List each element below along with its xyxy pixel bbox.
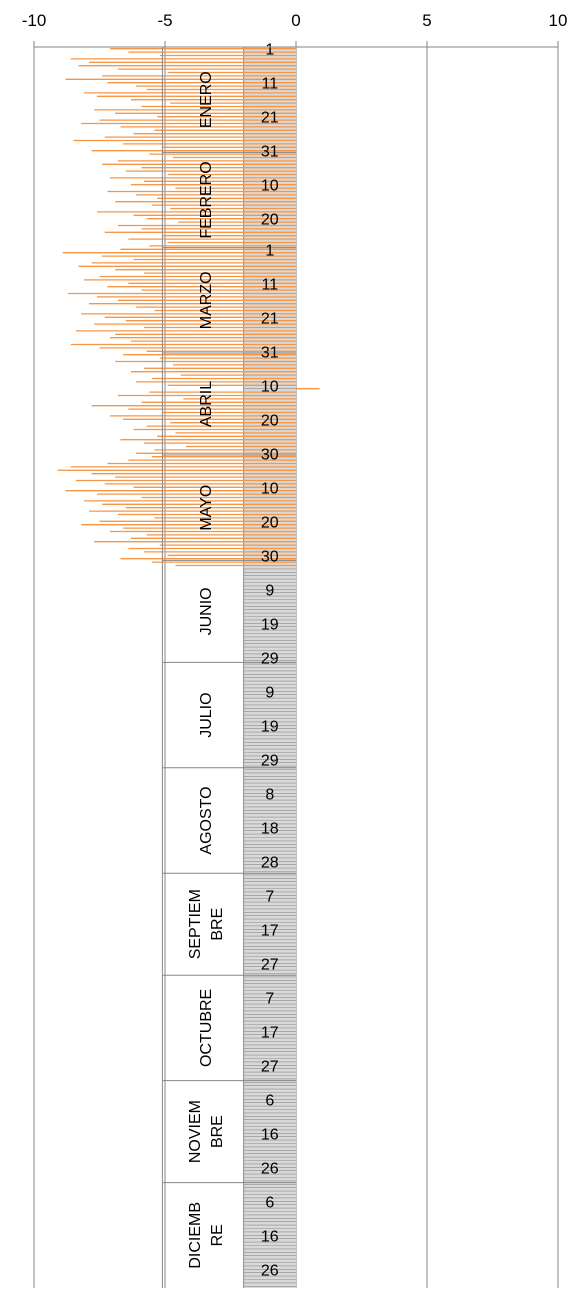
day-label: 9	[265, 684, 274, 701]
day-label: 19	[261, 616, 279, 633]
day-label: 18	[261, 820, 279, 837]
month-label: DICIEMB RE	[187, 1202, 226, 1269]
day-label: 8	[265, 786, 274, 803]
day-label: 30	[261, 446, 279, 463]
bars	[57, 48, 320, 567]
day-label: 6	[265, 1194, 274, 1211]
day-label: 26	[261, 1160, 279, 1177]
month-label: SEPTIEM BRE	[187, 889, 226, 959]
day-label: 20	[261, 412, 279, 429]
x-axis-ticks: -10 -5 0 5 10	[22, 11, 568, 48]
month-label: ABRIL	[198, 381, 215, 427]
day-label: 20	[261, 514, 279, 531]
month-label: JULIO	[198, 692, 215, 737]
day-label: 31	[261, 144, 279, 161]
x-tick-label: 10	[549, 11, 568, 30]
month-label: ENERO	[198, 71, 215, 128]
month-separators	[161, 46, 296, 1288]
day-labels: 1112131102011121311020301020309192991929…	[261, 42, 279, 1280]
day-label: 28	[261, 854, 279, 871]
day-label: 9	[265, 582, 274, 599]
day-label: 31	[261, 344, 279, 361]
month-label: MAYO	[198, 485, 215, 531]
month-label: AGOSTO	[198, 786, 215, 854]
day-label: 21	[261, 110, 279, 127]
month-label: FEBRERO	[198, 161, 215, 238]
day-label: 7	[265, 990, 274, 1007]
day-label: 16	[261, 1228, 279, 1245]
x-tick-label: 5	[422, 11, 431, 30]
day-label: 11	[261, 276, 278, 293]
day-label: 21	[261, 310, 279, 327]
day-label: 1	[265, 42, 274, 59]
day-label: 27	[261, 1058, 279, 1075]
day-label: 10	[261, 480, 279, 497]
day-label: 26	[261, 1262, 279, 1279]
day-label: 11	[261, 76, 278, 93]
day-label: 17	[261, 922, 279, 939]
day-label: 19	[261, 718, 279, 735]
month-label: MARZO	[198, 271, 215, 329]
day-label: 10	[261, 378, 279, 395]
day-label: 7	[265, 888, 274, 905]
x-tick-label: -5	[157, 11, 172, 30]
day-label: 10	[261, 178, 279, 195]
day-label: 20	[261, 212, 279, 229]
day-label: 27	[261, 956, 279, 973]
day-label: 29	[261, 650, 279, 667]
month-label: JUNIO	[198, 587, 215, 635]
month-labels: ENERO FEBRERO MARZO ABRIL MAYO JUNIO JULIO AGOS…	[187, 71, 226, 1268]
day-label: 29	[261, 752, 279, 769]
day-label: 16	[261, 1126, 279, 1143]
month-label: NOVIEM BRE	[187, 1100, 226, 1163]
month-label: OCTUBRE	[198, 989, 215, 1067]
x-tick-label: -10	[22, 11, 47, 30]
x-tick-label: 0	[291, 11, 300, 30]
day-label: 30	[261, 548, 279, 565]
day-label: 6	[265, 1092, 274, 1109]
day-label: 1	[265, 242, 274, 259]
day-label: 17	[261, 1024, 279, 1041]
